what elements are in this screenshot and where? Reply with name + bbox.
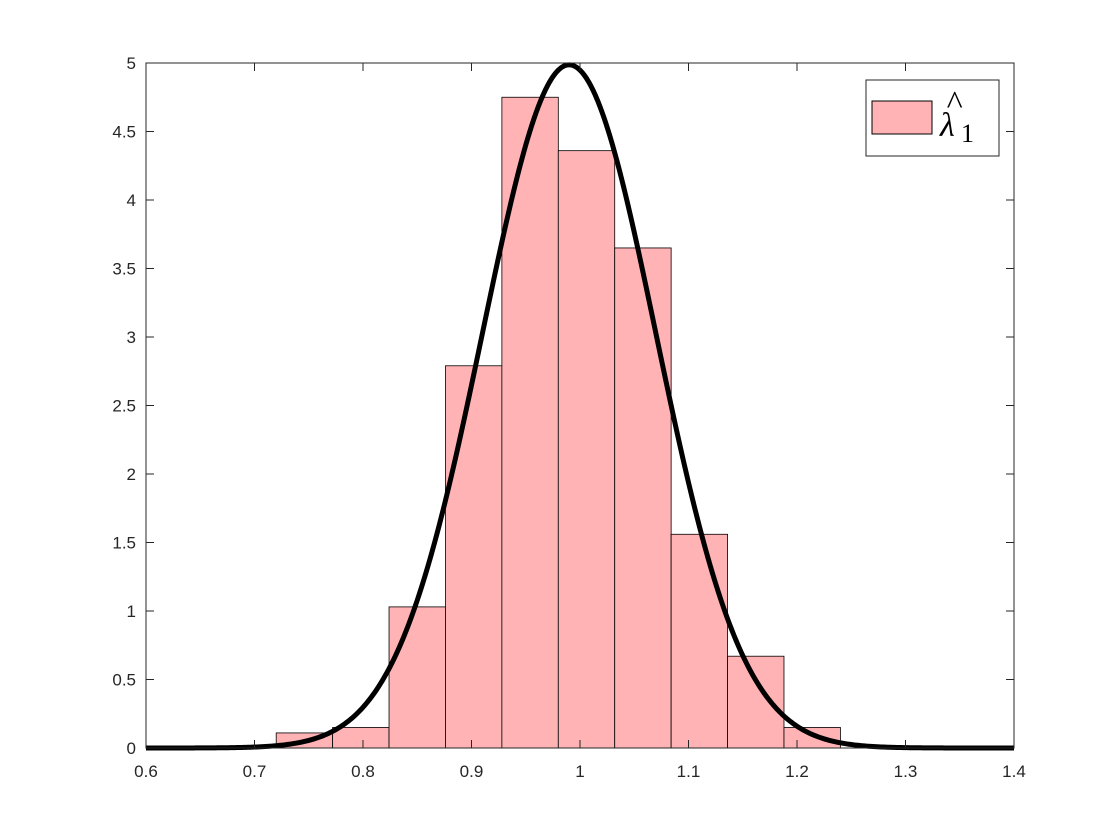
y-tick-label: 0.5 — [112, 671, 136, 690]
y-tick-label: 1.5 — [112, 534, 136, 553]
y-tick-label: 4.5 — [112, 123, 136, 142]
x-tick-label: 0.9 — [460, 762, 484, 781]
x-tick-label: 0.8 — [351, 762, 375, 781]
histogram-bar — [670, 533, 728, 749]
histogram-bar — [445, 365, 503, 749]
x-tick-label: 1.4 — [1002, 762, 1026, 781]
histogram-bar — [727, 655, 785, 749]
histogram-bar — [614, 247, 672, 749]
legend: ^ λ 1 — [865, 79, 1000, 157]
histogram-bar — [557, 150, 616, 749]
y-tick-label: 4 — [127, 191, 136, 210]
x-tick-label: 1 — [575, 762, 584, 781]
x-tick-label: 1.2 — [785, 762, 809, 781]
x-tick-label: 0.6 — [134, 762, 158, 781]
y-tick-label: 5 — [127, 54, 136, 73]
y-tick-label: 3.5 — [112, 260, 136, 279]
y-tick-label: 1 — [127, 602, 136, 621]
y-tick-label: 2.5 — [112, 397, 136, 416]
y-tick-label: 2 — [127, 465, 136, 484]
legend-swatch — [871, 100, 933, 135]
y-tick-label: 3 — [127, 328, 136, 347]
legend-accent: ^ — [946, 85, 963, 122]
x-tick-label: 1.3 — [894, 762, 918, 781]
histogram-bars — [275, 96, 841, 749]
y-axis-ticks: 0 0.5 1 1.5 2 2.5 3 3.5 4 4.5 5 — [112, 54, 1014, 758]
x-axis-ticks: 0.6 0.7 0.8 0.9 1 1.1 1.2 1.3 1.4 — [134, 63, 1026, 781]
x-tick-label: 1.1 — [677, 762, 701, 781]
histogram-bar — [388, 606, 446, 749]
histogram-bar — [783, 727, 841, 749]
legend-subscript: 1 — [961, 119, 974, 148]
legend-symbol: λ — [939, 107, 955, 144]
y-tick-label: 0 — [127, 739, 136, 758]
x-tick-label: 0.7 — [243, 762, 267, 781]
histogram-bar — [332, 727, 390, 749]
